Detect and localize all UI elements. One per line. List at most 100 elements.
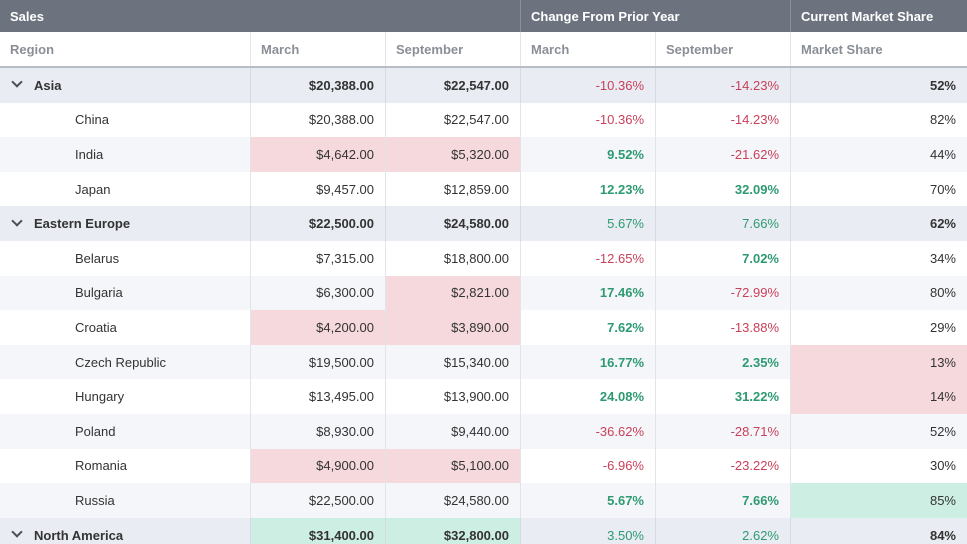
- march-cell[interactable]: $22,500.00: [251, 206, 386, 241]
- region-cell[interactable]: Bulgaria: [0, 275, 251, 311]
- march-cell[interactable]: $20,388.00: [251, 102, 386, 138]
- change-september-cell[interactable]: 7.66%: [656, 206, 791, 241]
- change-september-cell[interactable]: -28.71%: [656, 413, 791, 449]
- march-cell[interactable]: $9,457.00: [251, 171, 386, 207]
- change-september-cell[interactable]: 32.09%: [656, 171, 791, 207]
- march-cell[interactable]: $13,495.00: [251, 379, 386, 414]
- change-march-cell[interactable]: 5.67%: [521, 483, 656, 518]
- september-cell[interactable]: $9,440.00: [386, 413, 521, 449]
- change-march-cell[interactable]: -12.65%: [521, 240, 656, 276]
- change-september-cell[interactable]: -21.62%: [656, 137, 791, 172]
- region-cell[interactable]: Belarus: [0, 240, 251, 276]
- change-march-cell[interactable]: -36.62%: [521, 413, 656, 449]
- change-september-cell[interactable]: 2.35%: [656, 344, 791, 380]
- change-march-cell[interactable]: -6.96%: [521, 448, 656, 484]
- change-march-cell[interactable]: 24.08%: [521, 379, 656, 414]
- september-cell[interactable]: $15,340.00: [386, 344, 521, 380]
- col-header-change-march[interactable]: March: [521, 32, 656, 66]
- market-share-cell[interactable]: 44%: [929, 146, 956, 162]
- market-share-cell[interactable]: 29%: [929, 319, 956, 335]
- market-share-cell[interactable]: 80%: [929, 285, 956, 301]
- market-share-cell[interactable]: 82%: [929, 112, 956, 128]
- change-september-cell[interactable]: -72.99%: [656, 275, 791, 311]
- march-cell[interactable]: $19,500.00: [251, 344, 386, 380]
- september-cell[interactable]: $22,547.00: [386, 102, 521, 138]
- change-march-cell[interactable]: 3.50%: [521, 517, 656, 544]
- table-row-bulgaria[interactable]: Bulgaria $6,300.00 $2,821.00 17.46% -72.…: [0, 275, 967, 311]
- change-march-cell[interactable]: 9.52%: [521, 137, 656, 172]
- table-row-romania[interactable]: Romania $4,900.00 $5,100.00 -6.96% -23.2…: [0, 448, 967, 484]
- market-share-cell[interactable]: 70%: [929, 181, 956, 197]
- region-cell[interactable]: China: [0, 102, 251, 138]
- change-march-cell[interactable]: 12.23%: [521, 171, 656, 207]
- col-header-march[interactable]: March: [251, 32, 386, 66]
- region-cell[interactable]: Eastern Europe: [0, 206, 251, 241]
- chevron-down-icon[interactable]: [12, 528, 22, 538]
- march-cell[interactable]: $20,388.00: [251, 68, 386, 103]
- change-march-cell[interactable]: -10.36%: [521, 68, 656, 103]
- march-cell[interactable]: $4,642.00: [251, 137, 386, 172]
- table-row-croatia[interactable]: Croatia $4,200.00 $3,890.00 7.62% -13.88…: [0, 310, 967, 345]
- region-cell[interactable]: India: [0, 137, 251, 172]
- september-cell[interactable]: $18,800.00: [386, 240, 521, 276]
- table-row-japan[interactable]: Japan $9,457.00 $12,859.00 12.23% 32.09%…: [0, 171, 967, 207]
- market-share-cell[interactable]: 84%: [929, 527, 956, 543]
- september-cell[interactable]: $5,100.00: [386, 448, 521, 484]
- table-row-india[interactable]: India $4,642.00 $5,320.00 9.52% -21.62% …: [0, 137, 967, 172]
- table-row-russia[interactable]: Russia $22,500.00 $24,580.00 5.67% 7.66%…: [0, 483, 967, 518]
- group-row-north-america[interactable]: North America $31,400.00 $32,800.00 3.50…: [0, 517, 967, 544]
- change-march-cell[interactable]: -10.36%: [521, 102, 656, 138]
- market-share-cell[interactable]: 34%: [929, 250, 956, 266]
- table-row-czech-republic[interactable]: Czech Republic $19,500.00 $15,340.00 16.…: [0, 344, 967, 380]
- change-september-cell[interactable]: 7.02%: [656, 240, 791, 276]
- change-september-cell[interactable]: -23.22%: [656, 448, 791, 484]
- market-share-cell[interactable]: 52%: [929, 423, 956, 439]
- table-row-belarus[interactable]: Belarus $7,315.00 $18,800.00 -12.65% 7.0…: [0, 240, 967, 276]
- region-cell[interactable]: Romania: [0, 448, 251, 484]
- region-cell[interactable]: Czech Republic: [0, 344, 251, 380]
- march-cell[interactable]: $7,315.00: [251, 240, 386, 276]
- september-cell[interactable]: $22,547.00: [386, 68, 521, 103]
- change-march-cell[interactable]: 17.46%: [521, 275, 656, 311]
- band-change-prior-year[interactable]: Change From Prior Year: [521, 0, 791, 32]
- change-september-cell[interactable]: -14.23%: [656, 68, 791, 103]
- september-cell[interactable]: $24,580.00: [386, 483, 521, 518]
- band-current-market-share[interactable]: Current Market Share: [801, 8, 934, 24]
- change-september-cell[interactable]: 31.22%: [656, 379, 791, 414]
- september-cell[interactable]: $2,821.00: [386, 275, 521, 311]
- col-header-september[interactable]: September: [386, 32, 521, 66]
- march-cell[interactable]: $4,200.00: [251, 310, 386, 345]
- market-share-cell[interactable]: 52%: [929, 77, 956, 93]
- march-cell[interactable]: $22,500.00: [251, 483, 386, 518]
- september-cell[interactable]: $13,900.00: [386, 379, 521, 414]
- region-cell[interactable]: Croatia: [0, 310, 251, 345]
- region-cell[interactable]: North America: [0, 517, 251, 544]
- col-header-change-september[interactable]: September: [656, 32, 791, 66]
- table-row-poland[interactable]: Poland $8,930.00 $9,440.00 -36.62% -28.7…: [0, 413, 967, 449]
- march-cell[interactable]: $6,300.00: [251, 275, 386, 311]
- change-september-cell[interactable]: 7.66%: [656, 483, 791, 518]
- march-cell[interactable]: $4,900.00: [251, 448, 386, 484]
- september-cell[interactable]: $12,859.00: [386, 171, 521, 207]
- table-row-hungary[interactable]: Hungary $13,495.00 $13,900.00 24.08% 31.…: [0, 379, 967, 414]
- region-cell[interactable]: Asia: [0, 68, 251, 103]
- change-march-cell[interactable]: 5.67%: [521, 206, 656, 241]
- col-header-region[interactable]: Region: [0, 32, 251, 66]
- band-sales[interactable]: Sales: [0, 0, 521, 32]
- region-cell[interactable]: Hungary: [0, 379, 251, 414]
- region-cell[interactable]: Poland: [0, 413, 251, 449]
- table-row-china[interactable]: China $20,388.00 $22,547.00 -10.36% -14.…: [0, 102, 967, 138]
- chevron-down-icon[interactable]: [12, 78, 22, 88]
- change-september-cell[interactable]: -13.88%: [656, 310, 791, 345]
- group-row-asia[interactable]: Asia $20,388.00 $22,547.00 -10.36% -14.2…: [0, 68, 967, 103]
- change-march-cell[interactable]: 7.62%: [521, 310, 656, 345]
- september-cell[interactable]: $3,890.00: [386, 310, 521, 345]
- region-cell[interactable]: Japan: [0, 171, 251, 207]
- market-share-cell[interactable]: 13%: [791, 344, 967, 380]
- september-cell[interactable]: $5,320.00: [386, 137, 521, 172]
- market-share-cell[interactable]: 30%: [929, 458, 956, 474]
- market-share-cell[interactable]: 62%: [929, 216, 956, 232]
- chevron-down-icon[interactable]: [12, 217, 22, 227]
- march-cell[interactable]: $31,400.00: [251, 517, 386, 544]
- region-cell[interactable]: Russia: [0, 483, 251, 518]
